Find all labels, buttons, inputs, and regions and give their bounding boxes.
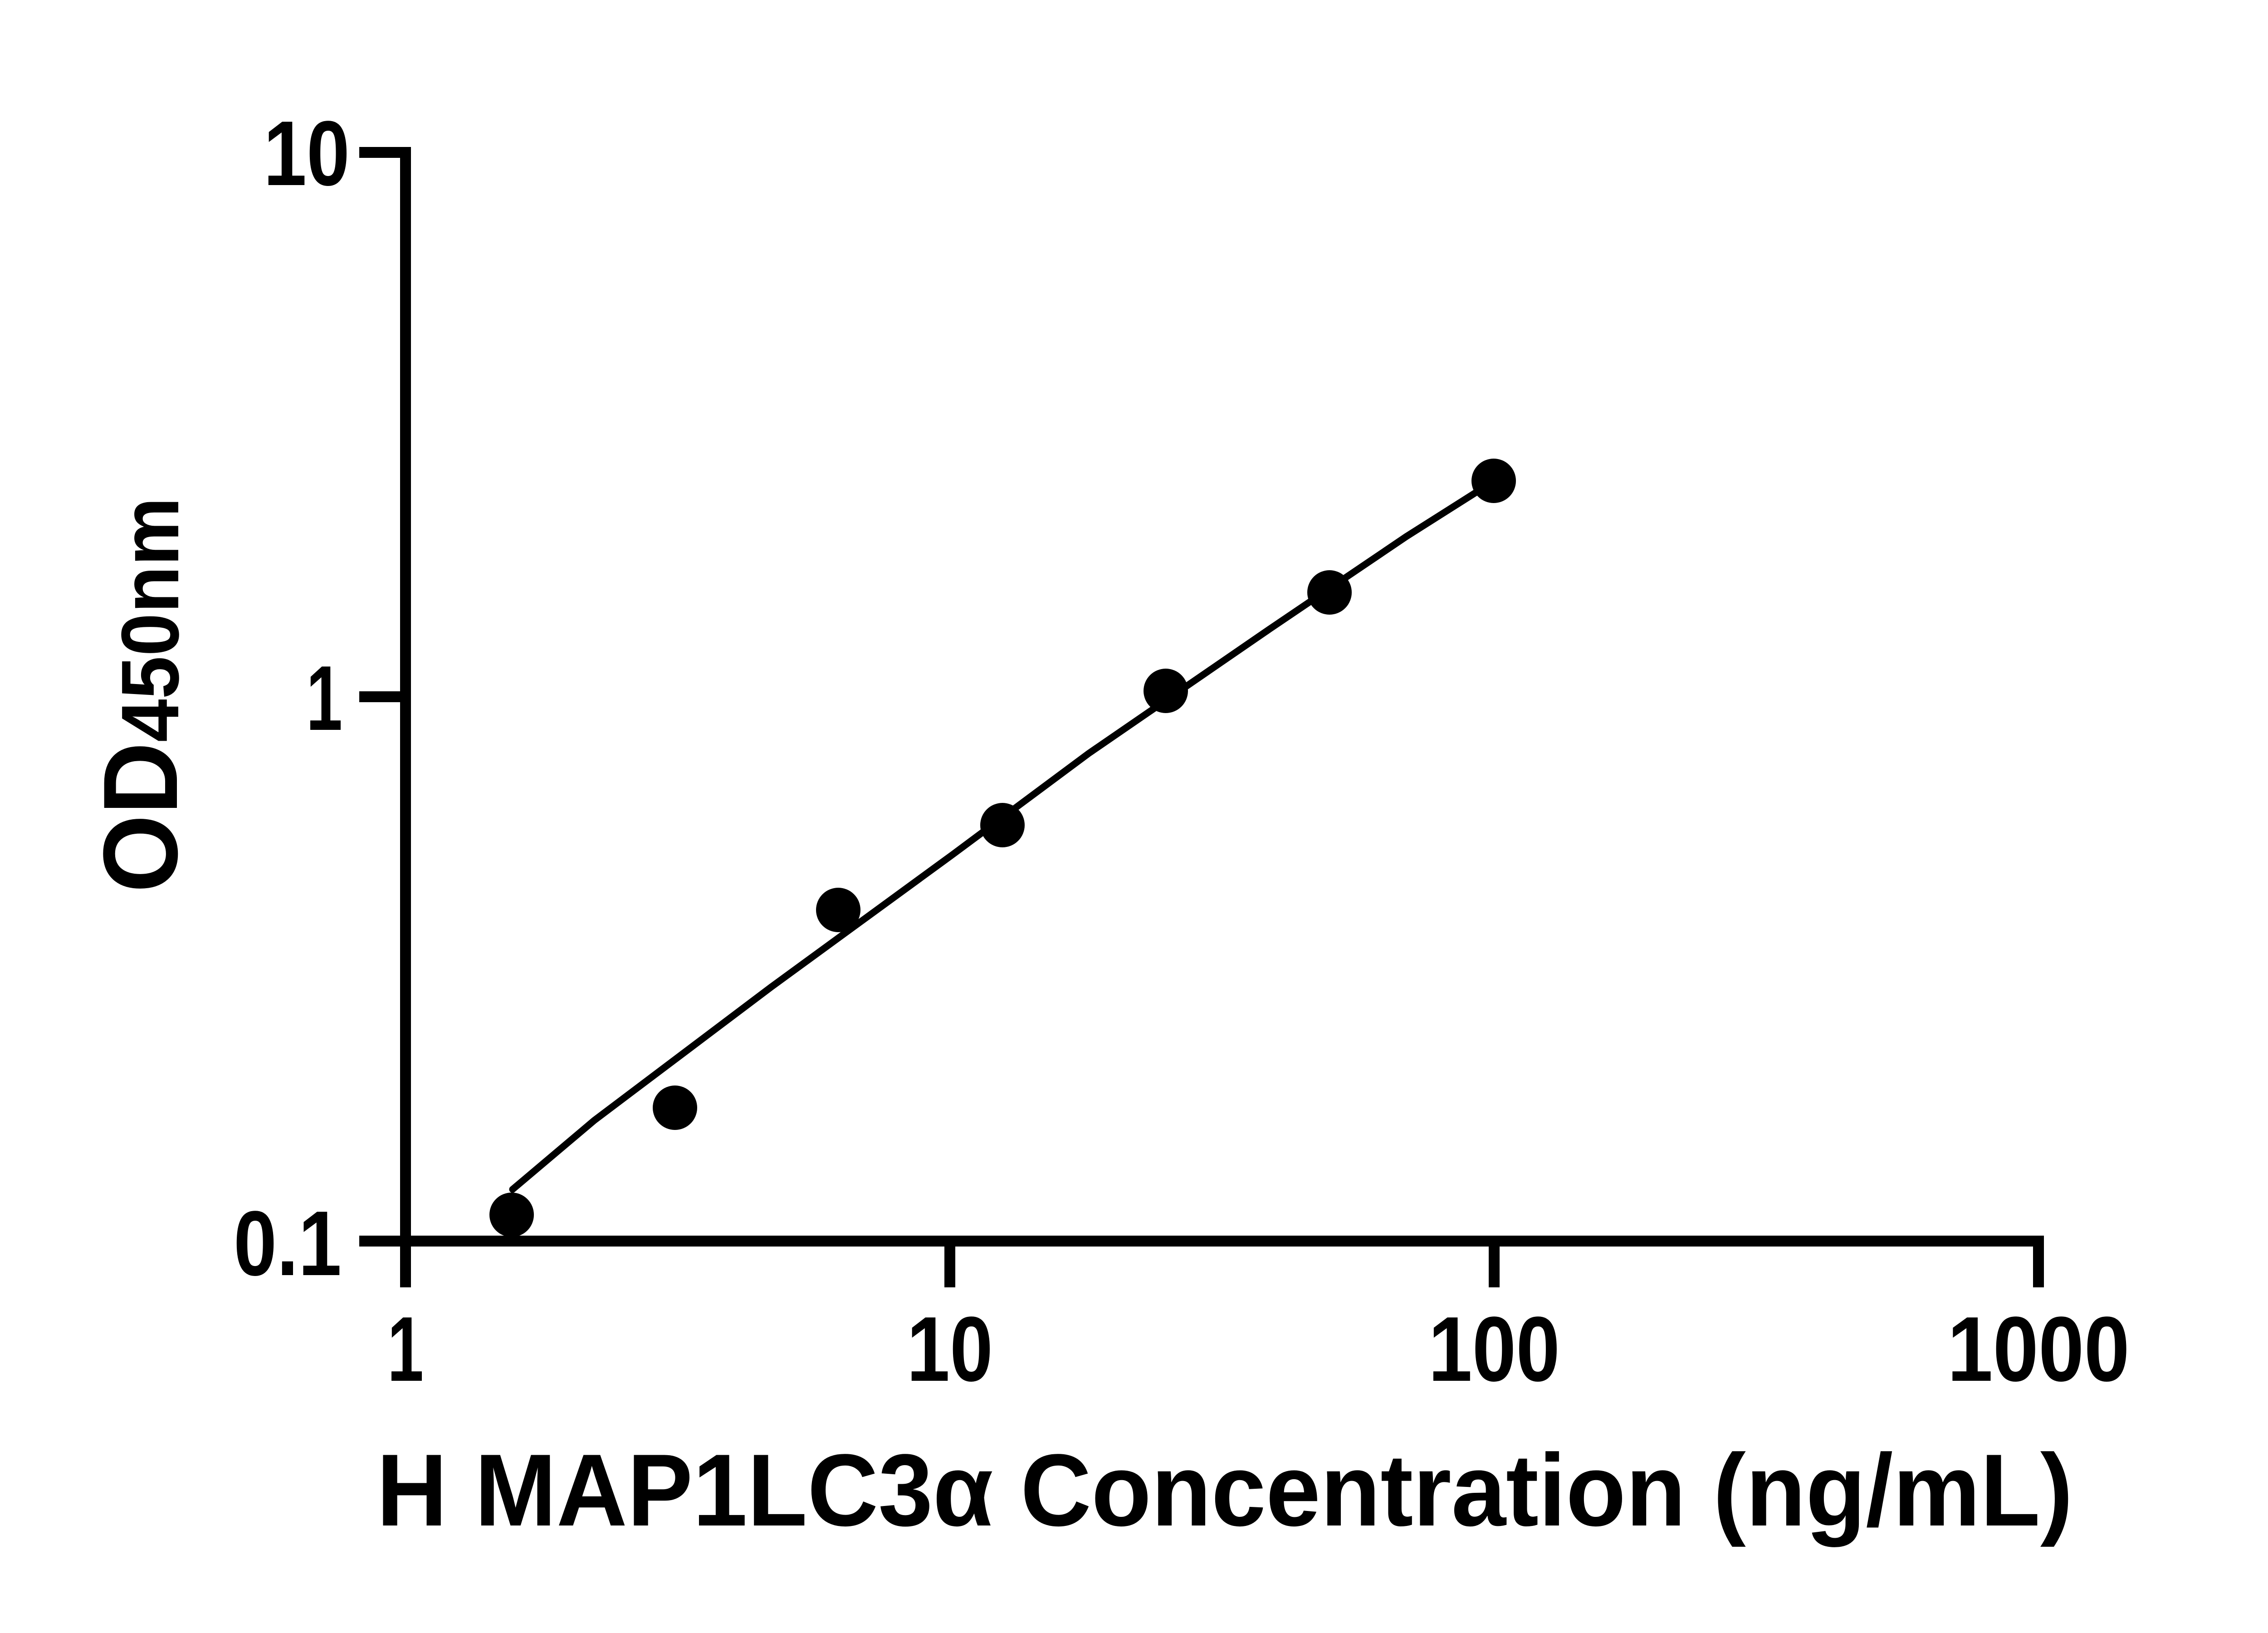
svg-text:1: 1 xyxy=(306,647,342,750)
svg-text:OD450nm: OD450nm xyxy=(82,497,200,893)
svg-text:1000: 1000 xyxy=(1947,1298,2130,1401)
svg-text:0.1: 0.1 xyxy=(234,1192,342,1295)
svg-text:10: 10 xyxy=(264,102,350,205)
svg-text:H MAP1LC3α Concentration (ng/m: H MAP1LC3α Concentration (ng/mL) xyxy=(376,1433,2073,1547)
svg-text:10: 10 xyxy=(907,1298,993,1401)
svg-text:1: 1 xyxy=(387,1298,424,1401)
svg-text:100: 100 xyxy=(1428,1298,1560,1401)
